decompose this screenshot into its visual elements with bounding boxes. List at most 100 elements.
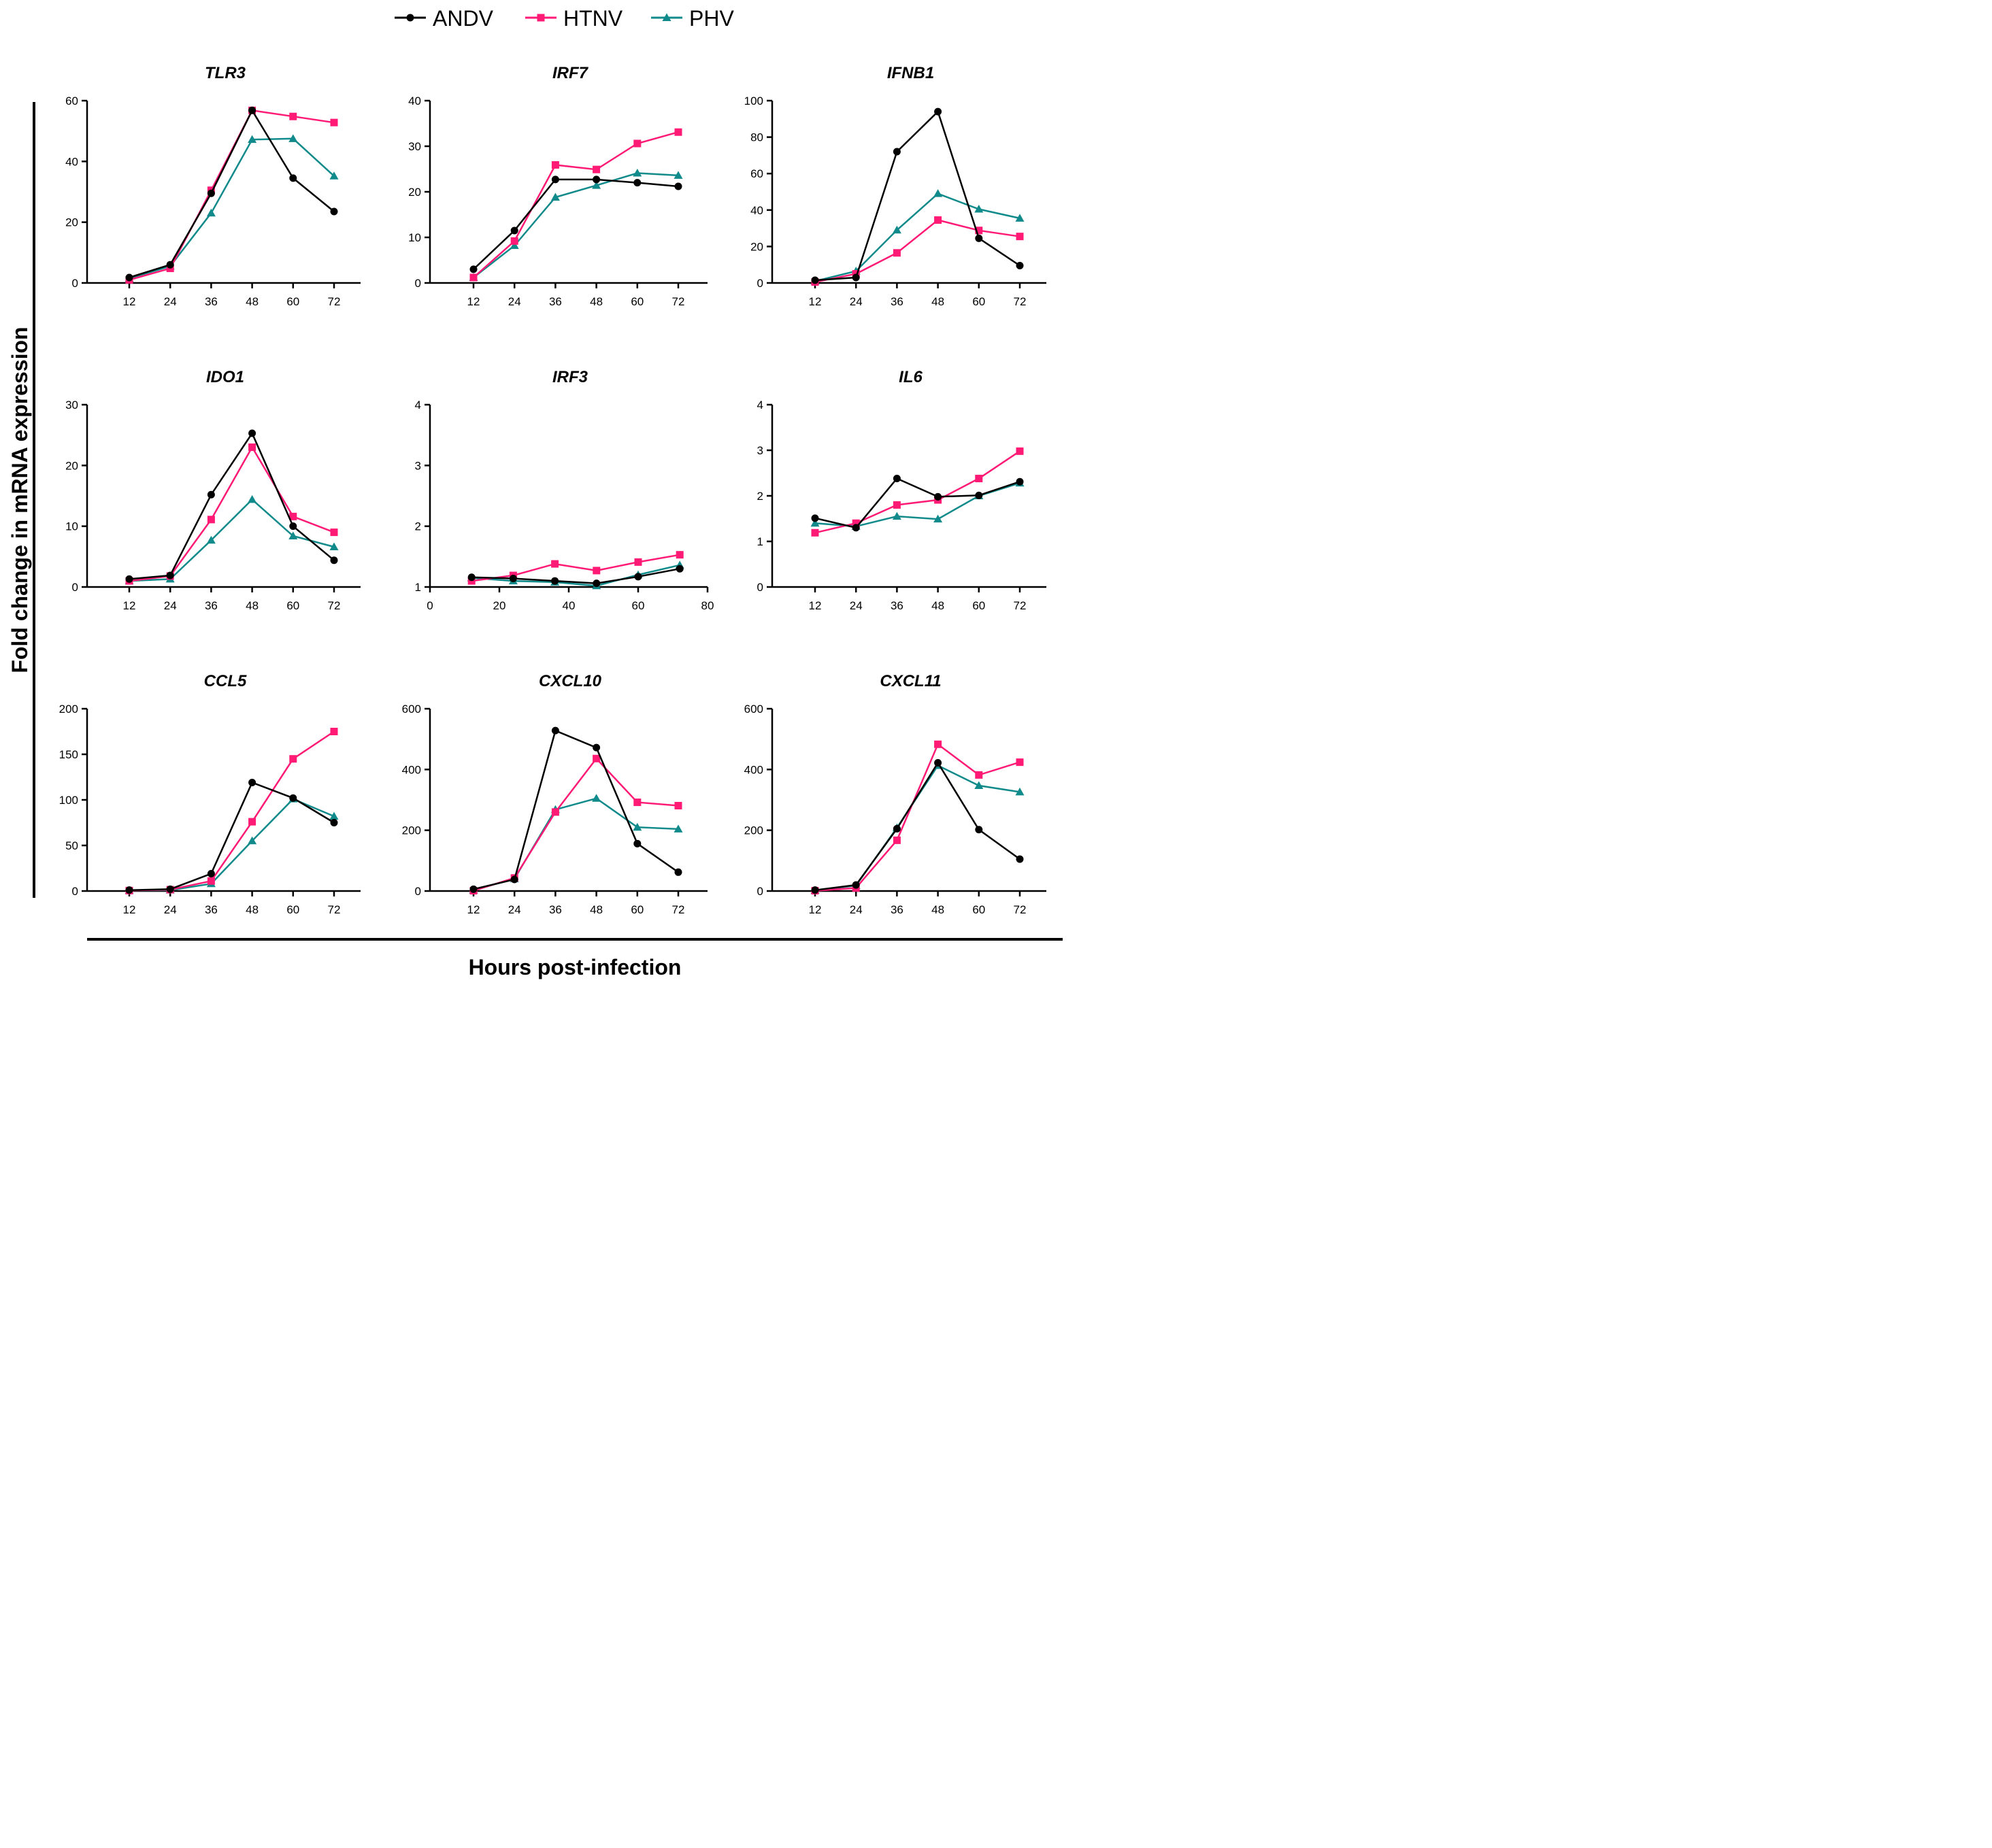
- x-tick-label: 72: [672, 903, 685, 916]
- panel-title: CXCL11: [880, 672, 941, 690]
- data-point: [166, 261, 174, 269]
- y-tick-label: 0: [757, 581, 763, 594]
- data-point: [975, 475, 983, 483]
- data-point: [166, 885, 174, 893]
- data-point: [674, 128, 682, 136]
- data-point: [811, 886, 819, 894]
- series-andv: [469, 726, 682, 893]
- data-point: [1015, 787, 1025, 796]
- x-tick-label: 24: [850, 599, 863, 612]
- panel-ido1: IDO1 0 10 20 30 12 24 36 48 60 72: [65, 368, 361, 612]
- y-tick-label: 60: [65, 95, 78, 107]
- data-point: [892, 225, 901, 234]
- data-point: [933, 514, 943, 523]
- legend-marker-square: [537, 14, 545, 22]
- panel-cxcl10: CXCL10 0 200 400 600 12 24 36 48 60 72: [402, 672, 708, 916]
- x-tick-label: 12: [467, 295, 480, 308]
- y-tick-label: 20: [65, 216, 78, 229]
- y-tick-label: 40: [750, 204, 763, 217]
- series-line: [473, 131, 679, 278]
- y-tick-label: 600: [402, 703, 421, 716]
- data-point: [551, 808, 559, 816]
- data-point: [248, 429, 256, 437]
- data-point: [633, 139, 642, 148]
- x-tick-label: 72: [328, 295, 341, 308]
- y-tick-label: 20: [750, 240, 763, 253]
- panel-title: IFNB1: [887, 64, 934, 82]
- data-point: [510, 226, 518, 235]
- series-line: [473, 172, 679, 278]
- series-line: [129, 108, 335, 279]
- y-tick-label: 1: [415, 581, 421, 594]
- x-tick-label: 72: [1014, 599, 1027, 612]
- data-point: [206, 535, 216, 544]
- y-tick-label: 10: [65, 520, 78, 533]
- data-point: [1016, 758, 1024, 767]
- x-tick-label: 60: [632, 599, 645, 612]
- data-point: [934, 492, 942, 501]
- x-tick-label: 12: [809, 903, 822, 916]
- series-line: [814, 764, 1020, 892]
- y-tick-label: 150: [59, 748, 78, 761]
- data-point: [1016, 477, 1024, 486]
- series-line: [129, 431, 335, 580]
- data-point: [974, 781, 984, 790]
- x-tick-label: 72: [328, 599, 341, 612]
- x-tick-label: 24: [508, 295, 521, 308]
- series-line: [471, 564, 680, 587]
- series-phv: [810, 761, 1025, 894]
- x-tick-label: 48: [246, 903, 259, 916]
- series-phv: [810, 478, 1025, 530]
- y-tick-label: 30: [408, 140, 421, 153]
- data-point: [551, 560, 559, 568]
- y-tick-label: 600: [744, 703, 763, 716]
- x-tick-label: 72: [328, 903, 341, 916]
- data-point: [893, 249, 901, 257]
- data-point: [892, 511, 901, 520]
- data-point: [593, 743, 601, 752]
- y-tick-label: 1: [757, 535, 763, 548]
- y-tick-label: 40: [65, 155, 78, 168]
- y-tick-label: 10: [408, 231, 421, 244]
- x-tick-label: 24: [164, 903, 177, 916]
- x-tick-label: 80: [701, 599, 714, 612]
- data-point: [551, 726, 559, 735]
- y-tick-label: 200: [744, 824, 763, 837]
- data-point: [633, 839, 642, 847]
- x-tick-label: 12: [123, 599, 136, 612]
- series-line: [814, 450, 1020, 534]
- series-andv: [125, 779, 338, 894]
- legend-item-andv: ANDV: [395, 6, 494, 31]
- series-line: [129, 446, 335, 582]
- x-tick-label: 48: [931, 903, 944, 916]
- y-tick-label: 4: [757, 399, 763, 411]
- data-point: [469, 273, 478, 282]
- data-point: [934, 759, 942, 767]
- series-htnv: [125, 106, 338, 284]
- data-point: [330, 556, 338, 565]
- series-andv: [469, 175, 682, 273]
- data-point: [633, 799, 642, 807]
- y-tick-label: 400: [744, 763, 763, 776]
- x-tick-label: 12: [467, 903, 480, 916]
- legend-item-phv: PHV: [651, 6, 734, 31]
- x-tick-label: 48: [590, 903, 603, 916]
- series-andv: [811, 759, 1024, 894]
- data-point: [329, 542, 339, 551]
- data-point: [674, 868, 682, 876]
- x-axis-title: Hours post-infection: [469, 955, 682, 979]
- x-tick-label: 60: [972, 903, 985, 916]
- data-point: [975, 234, 983, 242]
- series-phv: [124, 794, 339, 894]
- data-point: [811, 276, 819, 284]
- data-point: [811, 528, 819, 537]
- data-point: [593, 567, 601, 575]
- x-tick-label: 60: [631, 295, 644, 308]
- y-tick-label: 80: [750, 131, 763, 144]
- panel-irf7: IRF7 0 10 20 30 40 12 24 36 48 60 72: [408, 64, 708, 308]
- series-line: [814, 110, 1020, 282]
- data-point: [248, 818, 256, 826]
- legend-marker-triangle: [662, 13, 671, 21]
